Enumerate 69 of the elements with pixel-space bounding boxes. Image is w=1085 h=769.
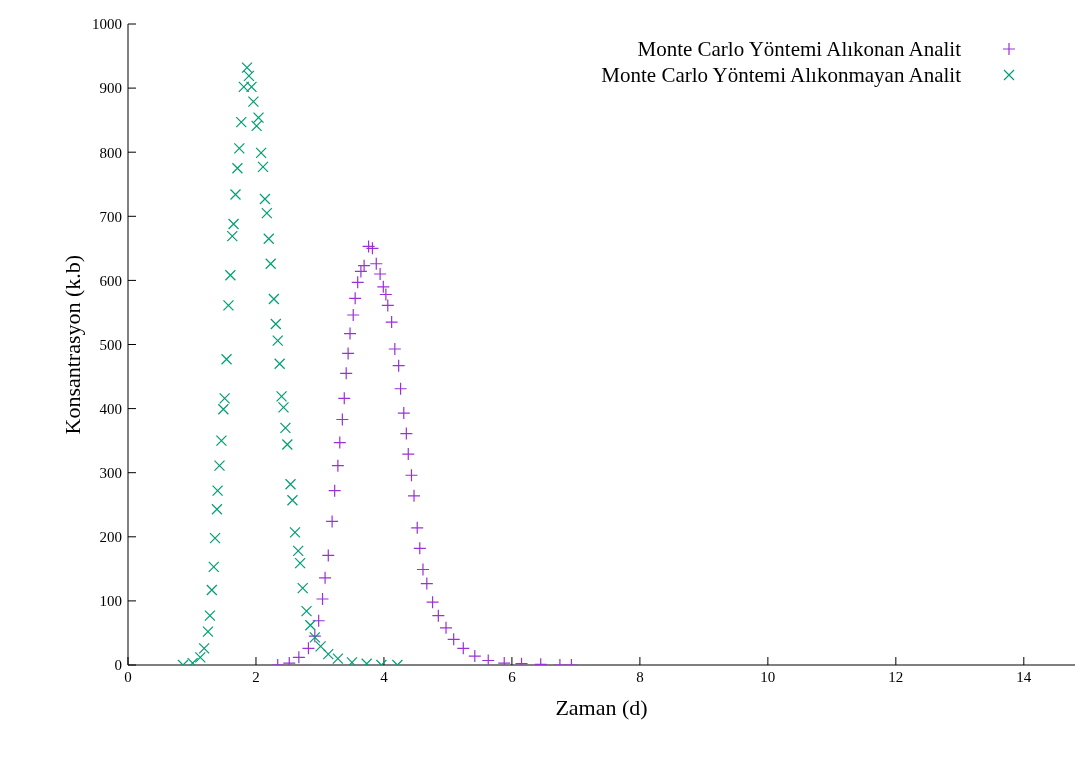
point (385, 315, 399, 329)
point (292, 650, 306, 664)
y-tick-label: 800 (99, 144, 122, 161)
point (335, 412, 349, 427)
point (404, 468, 419, 482)
x-tick-label: 10 (760, 668, 776, 685)
point (379, 287, 393, 302)
point (337, 391, 351, 405)
point (407, 489, 421, 503)
y-tick-label: 400 (99, 400, 122, 417)
point (357, 259, 371, 273)
point (388, 342, 402, 356)
point (381, 298, 395, 312)
legend-label: Monte Carlo Yöntemi Alıkonmayan Analit (601, 62, 961, 88)
point (321, 548, 335, 562)
point (369, 257, 383, 271)
y-tick-label: 200 (99, 529, 122, 546)
point (318, 571, 332, 585)
x-tick-label: 6 (508, 668, 517, 685)
point (399, 427, 413, 441)
point (373, 267, 387, 281)
y-tick-label: 600 (99, 272, 122, 289)
point (431, 609, 445, 623)
point (339, 366, 353, 380)
x-tick-label: 12 (888, 668, 904, 685)
point (346, 308, 360, 322)
x-tick-label: 8 (636, 668, 644, 685)
point (354, 264, 368, 279)
point (328, 484, 342, 498)
point (348, 291, 362, 305)
y-tick-label: 900 (99, 80, 122, 97)
point (425, 595, 440, 609)
point (456, 641, 470, 655)
point (312, 614, 326, 628)
point (416, 562, 430, 577)
point (392, 359, 406, 373)
point (468, 649, 482, 663)
x-tick-label: 2 (252, 668, 260, 685)
point (325, 514, 339, 529)
x-tick-label: 14 (1016, 668, 1032, 685)
y-tick-label: 700 (99, 208, 122, 225)
point (413, 541, 427, 555)
point (401, 447, 415, 461)
point (397, 406, 411, 420)
legend-label: Monte Carlo Yöntemi Alıkonan Analit (637, 36, 961, 62)
y-tick-label: 100 (99, 593, 122, 610)
point (393, 382, 408, 396)
point (315, 592, 330, 606)
y-tick-label: 1000 (92, 16, 122, 33)
point (481, 653, 495, 665)
point (361, 239, 376, 254)
point (376, 280, 390, 294)
point (420, 576, 434, 591)
point (331, 459, 345, 473)
point (333, 435, 347, 450)
point (343, 327, 357, 341)
point (439, 621, 453, 635)
x-axis-title: Zaman (d) (555, 695, 648, 720)
point (365, 241, 380, 255)
point (351, 275, 365, 289)
y-tick-label: 300 (99, 465, 122, 482)
point (301, 641, 316, 655)
y-axis-title: Konsantrasyon (k.b) (59, 254, 85, 435)
point (447, 632, 461, 646)
x-tick-label: 4 (380, 668, 389, 685)
point (410, 521, 424, 535)
y-tick-label: 0 (114, 657, 122, 674)
point (341, 346, 355, 361)
y-tick-label: 500 (99, 336, 122, 353)
